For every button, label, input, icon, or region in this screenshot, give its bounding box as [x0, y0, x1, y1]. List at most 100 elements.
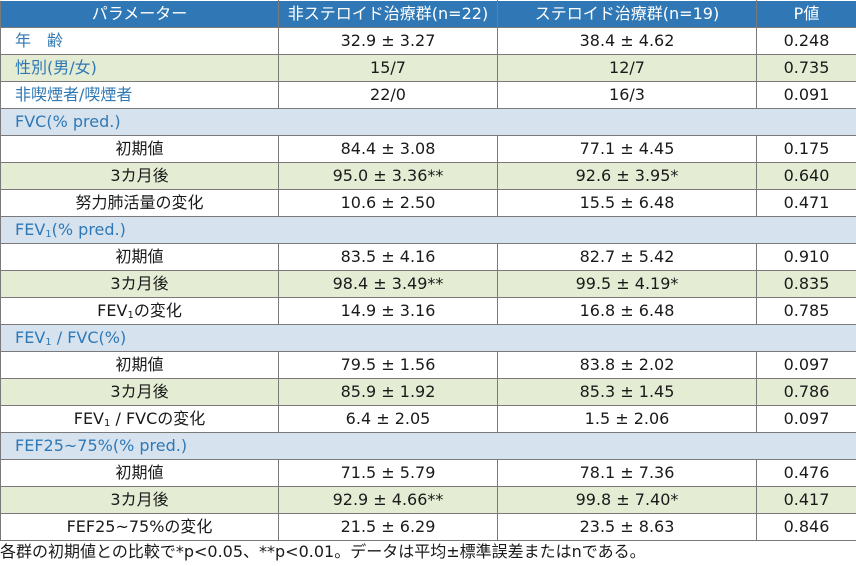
row-label-cell: 非喫煙者/喫煙者	[0, 81, 279, 109]
p-value: 0.476	[756, 459, 856, 487]
table-row: FEV1 / FVCの変化 6.4 ± 2.05 1.5 ± 2.06 0.097	[0, 405, 856, 433]
p-value: 0.910	[756, 243, 856, 271]
table-row: 初期値 84.4 ± 3.08 77.1 ± 4.45 0.175	[0, 135, 856, 163]
section-label: FEV1(% pred.)	[0, 216, 856, 244]
steroid-value: 77.1 ± 4.45	[497, 135, 757, 163]
non-steroid-value: 83.5 ± 4.16	[278, 243, 498, 271]
row-label-cell: 3カ月後	[0, 162, 279, 190]
p-value: 0.640	[756, 162, 856, 190]
non-steroid-value: 6.4 ± 2.05	[278, 405, 498, 433]
row-label-cell: 3カ月後	[0, 486, 279, 514]
row-label-prefix: FEV	[97, 301, 128, 320]
row-label-cell: 初期値	[0, 243, 279, 271]
section-row: FEV1 / FVC(%)	[0, 324, 856, 352]
row-label: 3カ月後	[110, 274, 169, 293]
row-label-prefix: FEV	[15, 220, 46, 239]
steroid-value: 92.6 ± 3.95*	[497, 162, 757, 190]
row-label: FEF25~75%(% pred.)	[15, 436, 188, 455]
p-value: 0.735	[756, 54, 856, 82]
non-steroid-value: 14.9 ± 3.16	[278, 297, 498, 325]
row-label-cell: 初期値	[0, 135, 279, 163]
p-value: 0.091	[756, 81, 856, 109]
table-row: 3カ月後 95.0 ± 3.36** 92.6 ± 3.95* 0.640	[0, 162, 856, 190]
header-p-value: P値	[756, 0, 856, 28]
row-label-cell: FEF25~75%の変化	[0, 513, 279, 541]
results-table: パラメーター 非ステロイド治療群(n=22) ステロイド治療群(n=19) P値…	[0, 0, 856, 541]
row-label: 初期値	[115, 139, 164, 158]
steroid-value: 82.7 ± 5.42	[497, 243, 757, 271]
p-value: 0.248	[756, 27, 856, 55]
row-label: 3カ月後	[110, 166, 169, 185]
row-label-cell: 性別(男/女)	[0, 54, 279, 82]
header-steroid: ステロイド治療群(n=19)	[497, 0, 757, 28]
row-label-prefix: FEV	[15, 328, 46, 347]
table-row: 3カ月後 92.9 ± 4.66** 99.8 ± 7.40* 0.417	[0, 486, 856, 514]
row-label: 非喫煙者/喫煙者	[15, 85, 133, 104]
steroid-value: 1.5 ± 2.06	[497, 405, 757, 433]
p-value: 0.786	[756, 378, 856, 406]
steroid-value: 99.8 ± 7.40*	[497, 486, 757, 514]
p-value: 0.175	[756, 135, 856, 163]
steroid-value: 83.8 ± 2.02	[497, 351, 757, 379]
row-label: 初期値	[115, 247, 164, 266]
non-steroid-value: 10.6 ± 2.50	[278, 189, 498, 217]
non-steroid-value: 22/0	[278, 81, 498, 109]
table-row: 非喫煙者/喫煙者 22/0 16/3 0.091	[0, 81, 856, 109]
section-label: FEV1 / FVC(%)	[0, 324, 856, 352]
row-label-subscript: 1	[45, 229, 52, 240]
steroid-value: 85.3 ± 1.45	[497, 378, 757, 406]
row-label-suffix: / FVC(%)	[51, 328, 127, 347]
row-label-cell: 3カ月後	[0, 270, 279, 298]
row-label-cell: 初期値	[0, 459, 279, 487]
row-label: 性別(男/女)	[15, 58, 97, 77]
table-row: 性別(男/女) 15/7 12/7 0.735	[0, 54, 856, 82]
p-value: 0.835	[756, 270, 856, 298]
steroid-value: 23.5 ± 8.63	[497, 513, 757, 541]
non-steroid-value: 71.5 ± 5.79	[278, 459, 498, 487]
non-steroid-value: 98.4 ± 3.49**	[278, 270, 498, 298]
table-row: 3カ月後 98.4 ± 3.49** 99.5 ± 4.19* 0.835	[0, 270, 856, 298]
row-label-prefix: FEV	[73, 409, 104, 428]
steroid-value: 38.4 ± 4.62	[497, 27, 757, 55]
row-label-suffix: の変化	[133, 301, 182, 320]
steroid-value: 16/3	[497, 81, 757, 109]
row-label-cell: 3カ月後	[0, 378, 279, 406]
row-label-cell: 初期値	[0, 351, 279, 379]
table-row: 年 齢 32.9 ± 3.27 38.4 ± 4.62 0.248	[0, 27, 856, 55]
p-value: 0.846	[756, 513, 856, 541]
steroid-value: 12/7	[497, 54, 757, 82]
table-row: 3カ月後 85.9 ± 1.92 85.3 ± 1.45 0.786	[0, 378, 856, 406]
non-steroid-value: 85.9 ± 1.92	[278, 378, 498, 406]
p-value: 0.097	[756, 405, 856, 433]
footnote: 各群の初期値との比較で*p<0.05、**p<0.01。データは平均±標準誤差ま…	[0, 542, 646, 561]
table-row: FEV1の変化 14.9 ± 3.16 16.8 ± 6.48 0.785	[0, 297, 856, 325]
non-steroid-value: 79.5 ± 1.56	[278, 351, 498, 379]
section-row: FVC(% pred.)	[0, 108, 856, 136]
steroid-value: 16.8 ± 6.48	[497, 297, 757, 325]
row-label-suffix: (% pred.)	[51, 220, 126, 239]
p-value: 0.417	[756, 486, 856, 514]
table-row: FEF25~75%の変化 21.5 ± 6.29 23.5 ± 8.63 0.846	[0, 513, 856, 541]
table-row: 初期値 83.5 ± 4.16 82.7 ± 5.42 0.910	[0, 243, 856, 271]
row-label-cell: FEV1の変化	[0, 297, 279, 325]
section-row: FEF25~75%(% pred.)	[0, 432, 856, 460]
header-row: パラメーター 非ステロイド治療群(n=22) ステロイド治療群(n=19) P値	[0, 0, 856, 28]
table-row: 初期値 79.5 ± 1.56 83.8 ± 2.02 0.097	[0, 351, 856, 379]
p-value: 0.785	[756, 297, 856, 325]
row-label-subscript: 1	[104, 418, 111, 429]
row-label-subscript: 1	[127, 310, 134, 321]
section-label: FEF25~75%(% pred.)	[0, 432, 856, 460]
non-steroid-value: 21.5 ± 6.29	[278, 513, 498, 541]
non-steroid-value: 84.4 ± 3.08	[278, 135, 498, 163]
table-body: 年 齢 32.9 ± 3.27 38.4 ± 4.62 0.248 性別(男/女) 15/…	[0, 27, 856, 541]
non-steroid-value: 32.9 ± 3.27	[278, 27, 498, 55]
row-label-cell: 年 齢	[0, 27, 279, 55]
steroid-value: 99.5 ± 4.19*	[497, 270, 757, 298]
steroid-value: 78.1 ± 7.36	[497, 459, 757, 487]
row-label: 初期値	[115, 463, 164, 482]
table-row: 初期値 71.5 ± 5.79 78.1 ± 7.36 0.476	[0, 459, 856, 487]
row-label: 初期値	[115, 355, 164, 374]
header-non-steroid: 非ステロイド治療群(n=22)	[278, 0, 498, 28]
row-label: 3カ月後	[110, 382, 169, 401]
p-value: 0.471	[756, 189, 856, 217]
